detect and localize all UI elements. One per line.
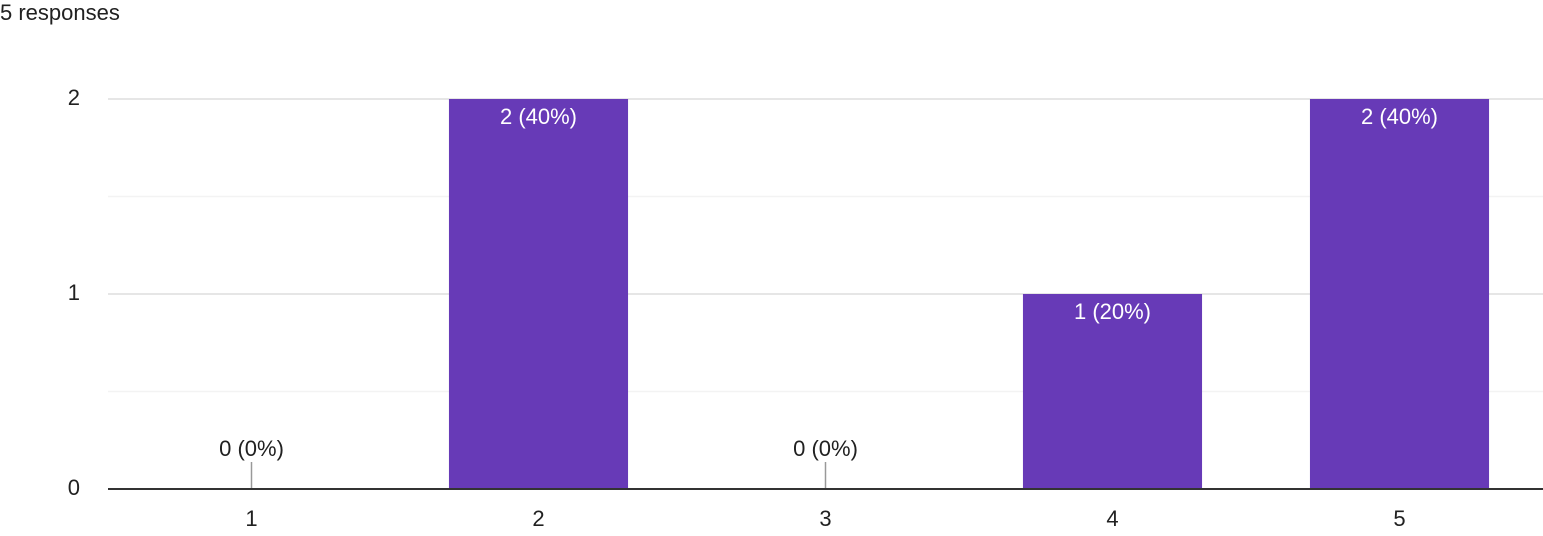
- x-tick-label: 4: [1106, 506, 1118, 531]
- subtitle: 5 responses: [0, 0, 120, 25]
- value-label: 0 (0%): [219, 436, 284, 461]
- x-tick-label: 5: [1393, 506, 1405, 531]
- x-tick-label: 3: [819, 506, 831, 531]
- y-tick-label: 2: [68, 85, 80, 110]
- value-label: 1 (20%): [1074, 299, 1151, 324]
- value-label: 2 (40%): [500, 104, 577, 129]
- y-tick-label: 1: [68, 280, 80, 305]
- bar: [448, 99, 629, 489]
- x-tick-label: 1: [245, 506, 257, 531]
- bar: [1022, 294, 1203, 489]
- x-tick-label: 2: [532, 506, 544, 531]
- value-label: 0 (0%): [793, 436, 858, 461]
- y-tick-label: 0: [68, 475, 80, 500]
- bar: [1309, 99, 1490, 489]
- value-label: 2 (40%): [1361, 104, 1438, 129]
